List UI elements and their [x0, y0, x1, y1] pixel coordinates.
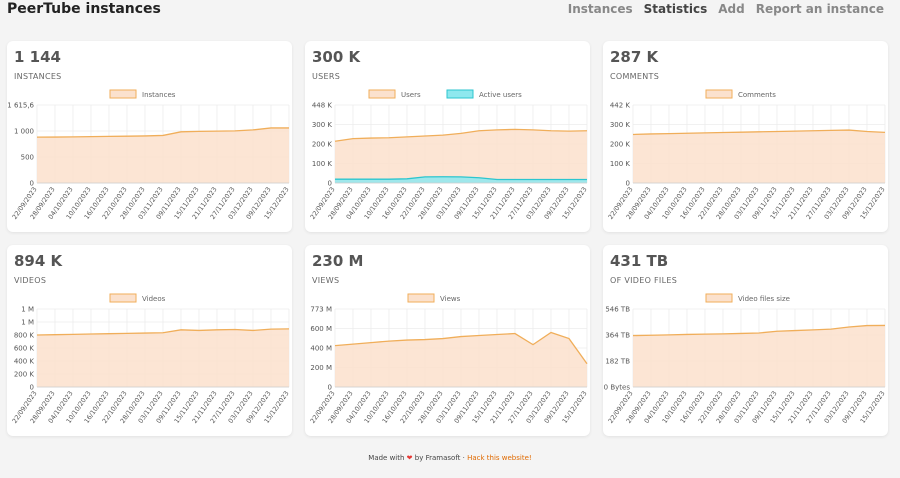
stat-card-instances: 1 144 INSTANCES Instances 0 500 1 000 1 615,… [7, 41, 292, 232]
stat-value: 1 144 [14, 48, 61, 66]
stat-card-users: 300 K USERS Users Active users 0 100 K 200 K… [305, 41, 590, 232]
stat-label: OF VIDEO FILES [610, 276, 678, 285]
legend-label: Instances [142, 91, 176, 99]
stat-value: 287 K [610, 48, 659, 66]
footer-made-with: Made with [368, 454, 405, 462]
y-tick-label: 546 TB [605, 306, 630, 314]
top-bar: PeerTube instances Instances Statistics … [0, 0, 900, 22]
heart-icon: ❤ [406, 454, 413, 462]
stat-card-video-files: 431 TB OF VIDEO FILES Video files size 0 … [603, 245, 888, 436]
series-area [335, 332, 587, 387]
legend-label: Views [440, 295, 461, 303]
series-line [335, 176, 587, 181]
y-tick-label: 800 K [14, 332, 35, 340]
series-line [36, 127, 289, 138]
y-tick-label: 0 [328, 384, 332, 392]
y-tick-label: 773 M [310, 306, 332, 314]
footer: Made with ❤ by Framasoft · Hack this web… [0, 454, 900, 462]
stat-card-comments: 287 K COMMENTS Comments 0 100 K 200 K 300 K 4… [603, 41, 888, 232]
legend-swatch [109, 89, 137, 99]
nav-statistics[interactable]: Statistics [643, 2, 708, 16]
nav-instances[interactable]: Instances [567, 2, 633, 16]
y-tick-label: 600 K [14, 345, 35, 353]
stat-label: COMMENTS [610, 72, 660, 81]
y-tick-label: 0 [30, 384, 34, 392]
legend-label: Comments [738, 91, 776, 99]
stat-card-views: 230 M VIEWS Views 0 200 M 400 M 600 M 773 M 22… [305, 245, 590, 436]
legend-swatch [407, 293, 435, 303]
y-tick-label: 100 K [312, 160, 333, 168]
y-tick-label: 442 K [610, 102, 631, 110]
stat-label: VIDEOS [14, 276, 47, 285]
legend-swatch [705, 293, 733, 303]
series-line [334, 331, 588, 365]
y-tick-label: 400 K [14, 358, 35, 366]
series-area [37, 328, 289, 387]
stat-value: 431 TB [610, 252, 669, 270]
stat-card-videos: 894 K VIDEOS Videos 0 200 K 400 K 600 K 800 K… [7, 245, 292, 436]
legend-swatch [368, 89, 396, 99]
stat-value: 894 K [14, 252, 63, 270]
stat-label: INSTANCES [14, 72, 62, 81]
stat-label: USERS [312, 72, 341, 81]
legend-swatch [446, 89, 474, 99]
y-tick-label: 0 Bytes [604, 384, 631, 392]
y-tick-label: 200 K [610, 141, 631, 149]
legend-label: Active users [479, 91, 522, 99]
y-tick-label: 100 K [610, 160, 631, 168]
main-nav: Instances Statistics Add Report an insta… [568, 2, 884, 16]
series-area [633, 325, 885, 387]
y-tick-label: 364 TB [605, 332, 630, 340]
y-tick-label: 200 K [312, 141, 333, 149]
y-tick-label: 1 M [21, 319, 34, 327]
series-line [36, 328, 290, 336]
video-files-chart: Video files size 0 Bytes 182 TB 364 TB 546 T… [604, 293, 887, 425]
nav-report-instance[interactable]: Report an instance [755, 2, 884, 16]
stat-label: VIEWS [312, 276, 340, 285]
nav-add[interactable]: Add [718, 2, 745, 16]
series-line [334, 128, 588, 142]
y-tick-label: 0 [328, 180, 332, 188]
y-tick-label: 200 M [310, 364, 332, 372]
y-tick-label: 1 M [21, 306, 34, 314]
y-tick-label: 500 [21, 154, 34, 162]
y-tick-label: 600 M [310, 325, 332, 333]
y-tick-label: 0 [30, 180, 34, 188]
y-tick-label: 200 K [14, 371, 35, 379]
y-tick-label: 448 K [312, 102, 333, 110]
y-tick-label: 1 000 [14, 128, 34, 136]
series-area [335, 129, 587, 183]
stat-value: 230 M [312, 252, 364, 270]
legend-label: Users [401, 91, 421, 99]
series-line [632, 129, 886, 136]
y-tick-label: 300 K [312, 121, 333, 129]
y-tick-label: 1 615,6 [7, 102, 34, 110]
hack-link[interactable]: Hack this website! [467, 454, 532, 462]
series-line [632, 324, 886, 337]
site-title[interactable]: PeerTube instances [7, 1, 161, 17]
y-tick-label: 182 TB [605, 358, 630, 366]
series-area [37, 127, 289, 183]
stat-value: 300 K [312, 48, 361, 66]
series-area [633, 130, 885, 183]
legend-label: Video files size [738, 295, 790, 303]
y-tick-label: 400 M [310, 345, 332, 353]
series-area [335, 176, 587, 183]
footer-by: by Framasoft · [414, 454, 465, 462]
y-tick-label: 0 [626, 180, 630, 188]
legend-label: Videos [142, 295, 166, 303]
legend-swatch [705, 89, 733, 99]
legend-swatch [109, 293, 137, 303]
y-tick-label: 300 K [610, 121, 631, 129]
